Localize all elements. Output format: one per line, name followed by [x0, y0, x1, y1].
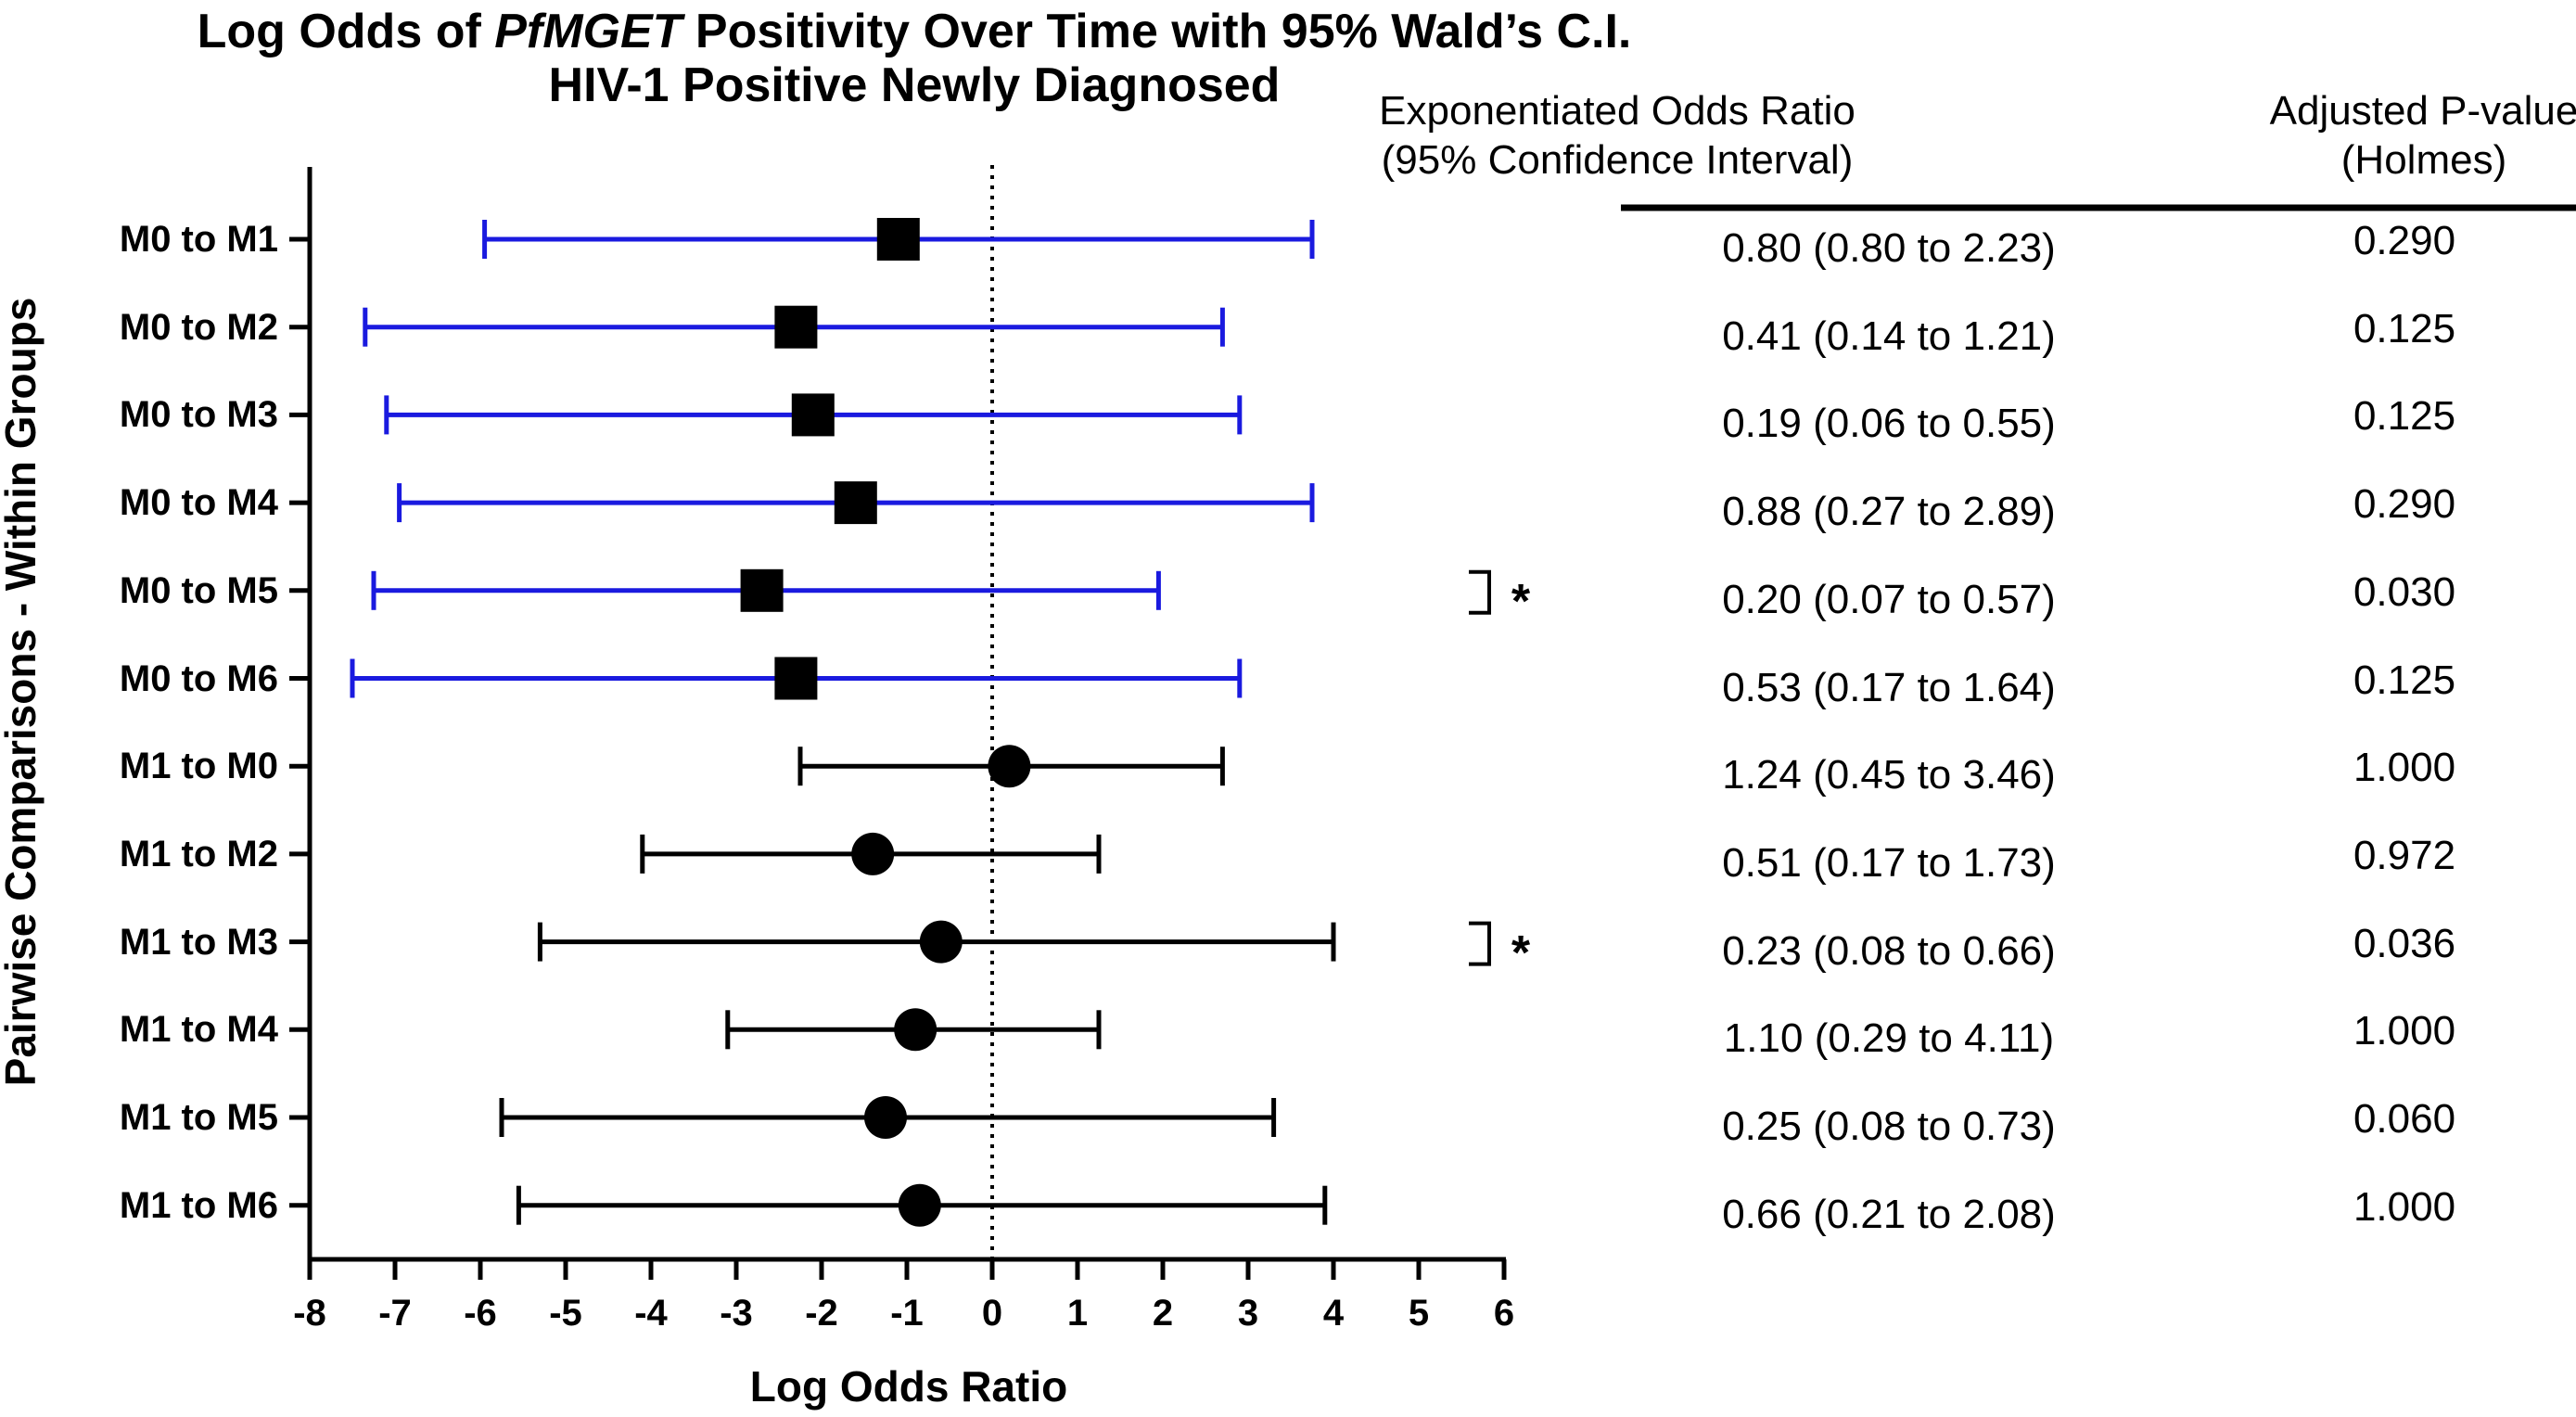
category-label: M0 to M4	[119, 482, 278, 524]
estimate-marker-square	[876, 218, 920, 261]
estimate-marker-circle	[919, 920, 963, 964]
table-cell-odds-ratio: 0.23 (0.08 to 0.66)	[1722, 927, 2056, 974]
x-tick-label: 5	[1408, 1293, 1430, 1334]
chart-title-gene: PfMGET	[494, 5, 682, 58]
estimate-marker-circle	[851, 832, 895, 875]
chart-title-line2: HIV-1 Positive Newly Diagnosed	[548, 58, 1281, 112]
category-label: M0 to M6	[119, 657, 278, 699]
x-tick-label: 4	[1322, 1293, 1345, 1334]
table-cell-p-value: 0.972	[2353, 832, 2456, 878]
table-cell-p-value: 1.000	[2353, 1183, 2456, 1230]
x-tick-label: 1	[1066, 1293, 1089, 1334]
table-cell-odds-ratio: 1.10 (0.29 to 4.11)	[1723, 1015, 2055, 1062]
significance-bracket	[1469, 569, 1491, 615]
x-tick-label: -5	[549, 1293, 582, 1334]
table-cell-odds-ratio: 0.19 (0.06 to 0.55)	[1722, 401, 2056, 447]
table-cell-odds-ratio: 0.53 (0.17 to 1.64)	[1722, 664, 2056, 710]
estimate-marker-circle	[864, 1096, 907, 1139]
table-cell-odds-ratio: 1.24 (0.45 to 3.46)	[1722, 752, 2056, 798]
category-label: M1 to M5	[119, 1097, 278, 1138]
category-label: M0 to M5	[119, 569, 278, 611]
table-cell-p-value: 0.060	[2353, 1096, 2456, 1142]
estimate-marker-square	[740, 568, 784, 612]
significance-star: *	[1511, 574, 1531, 629]
x-tick-label: -1	[890, 1293, 924, 1334]
estimate-marker-square	[774, 305, 818, 349]
table-cell-odds-ratio: 0.51 (0.17 to 1.73)	[1722, 839, 2056, 886]
category-label: M0 to M1	[119, 219, 278, 260]
category-label: M0 to M2	[119, 306, 278, 348]
significance-star: *	[1511, 926, 1531, 980]
table-cell-p-value: 0.290	[2353, 481, 2456, 528]
table-cell-p-value: 1.000	[2353, 745, 2456, 791]
x-tick-label: -8	[293, 1293, 326, 1334]
table-cell-odds-ratio: 0.25 (0.08 to 0.73)	[1722, 1104, 2056, 1149]
table-header-odds-ratio: Exponentiated Odds Ratio (95% Confidence…	[1379, 88, 1855, 183]
x-tick-label: 2	[1152, 1293, 1174, 1334]
table-cell-odds-ratio: 0.20 (0.07 to 0.57)	[1722, 576, 2056, 622]
x-tick-label: -4	[634, 1293, 668, 1334]
category-label: M1 to M2	[119, 833, 278, 874]
estimate-marker-circle	[988, 745, 1031, 788]
table-cell-p-value: 0.290	[2353, 218, 2456, 263]
category-label: M1 to M4	[119, 1009, 278, 1051]
table-cell-odds-ratio: 0.80 (0.80 to 2.23)	[1722, 225, 2056, 271]
table-cell-odds-ratio: 0.66 (0.21 to 2.08)	[1722, 1191, 2056, 1237]
x-tick-label: -2	[805, 1293, 838, 1334]
table-cell-odds-ratio: 0.41 (0.14 to 1.21)	[1722, 313, 2056, 359]
table-cell-p-value: 0.125	[2353, 305, 2456, 351]
x-axis-label: Log Odds Ratio	[749, 1362, 1068, 1411]
x-tick-label: 0	[981, 1293, 1003, 1334]
estimate-marker-square	[774, 657, 818, 700]
table-header-p-value: Adjusted P-value (Holmes)	[2269, 88, 2576, 183]
category-label: M1 to M6	[119, 1184, 278, 1226]
significance-bracket	[1469, 921, 1491, 966]
table-cell-odds-ratio: 0.88 (0.27 to 2.89)	[1722, 489, 2056, 535]
x-tick-label: -3	[720, 1293, 753, 1334]
x-tick-label: -6	[464, 1293, 497, 1334]
table-cell-p-value: 0.036	[2353, 920, 2456, 966]
estimate-marker-circle	[898, 1183, 941, 1227]
x-tick-label: 3	[1237, 1293, 1259, 1334]
table-cell-p-value: 0.125	[2353, 393, 2456, 440]
estimate-marker-square	[834, 481, 877, 525]
estimate-marker-square	[791, 393, 835, 437]
x-tick-label: -7	[378, 1293, 412, 1334]
estimate-marker-circle	[894, 1008, 937, 1052]
table-cell-p-value: 0.125	[2353, 657, 2456, 703]
chart-title-line1: Log Odds of PfMGET Positivity Over Time …	[197, 5, 1632, 58]
category-label: M1 to M0	[119, 746, 278, 787]
table-cell-p-value: 1.000	[2353, 1008, 2456, 1054]
x-tick-label: 6	[1493, 1293, 1515, 1334]
category-label: M1 to M3	[119, 921, 278, 963]
table-cell-p-value: 0.030	[2353, 568, 2456, 615]
category-label: M0 to M3	[119, 394, 278, 436]
